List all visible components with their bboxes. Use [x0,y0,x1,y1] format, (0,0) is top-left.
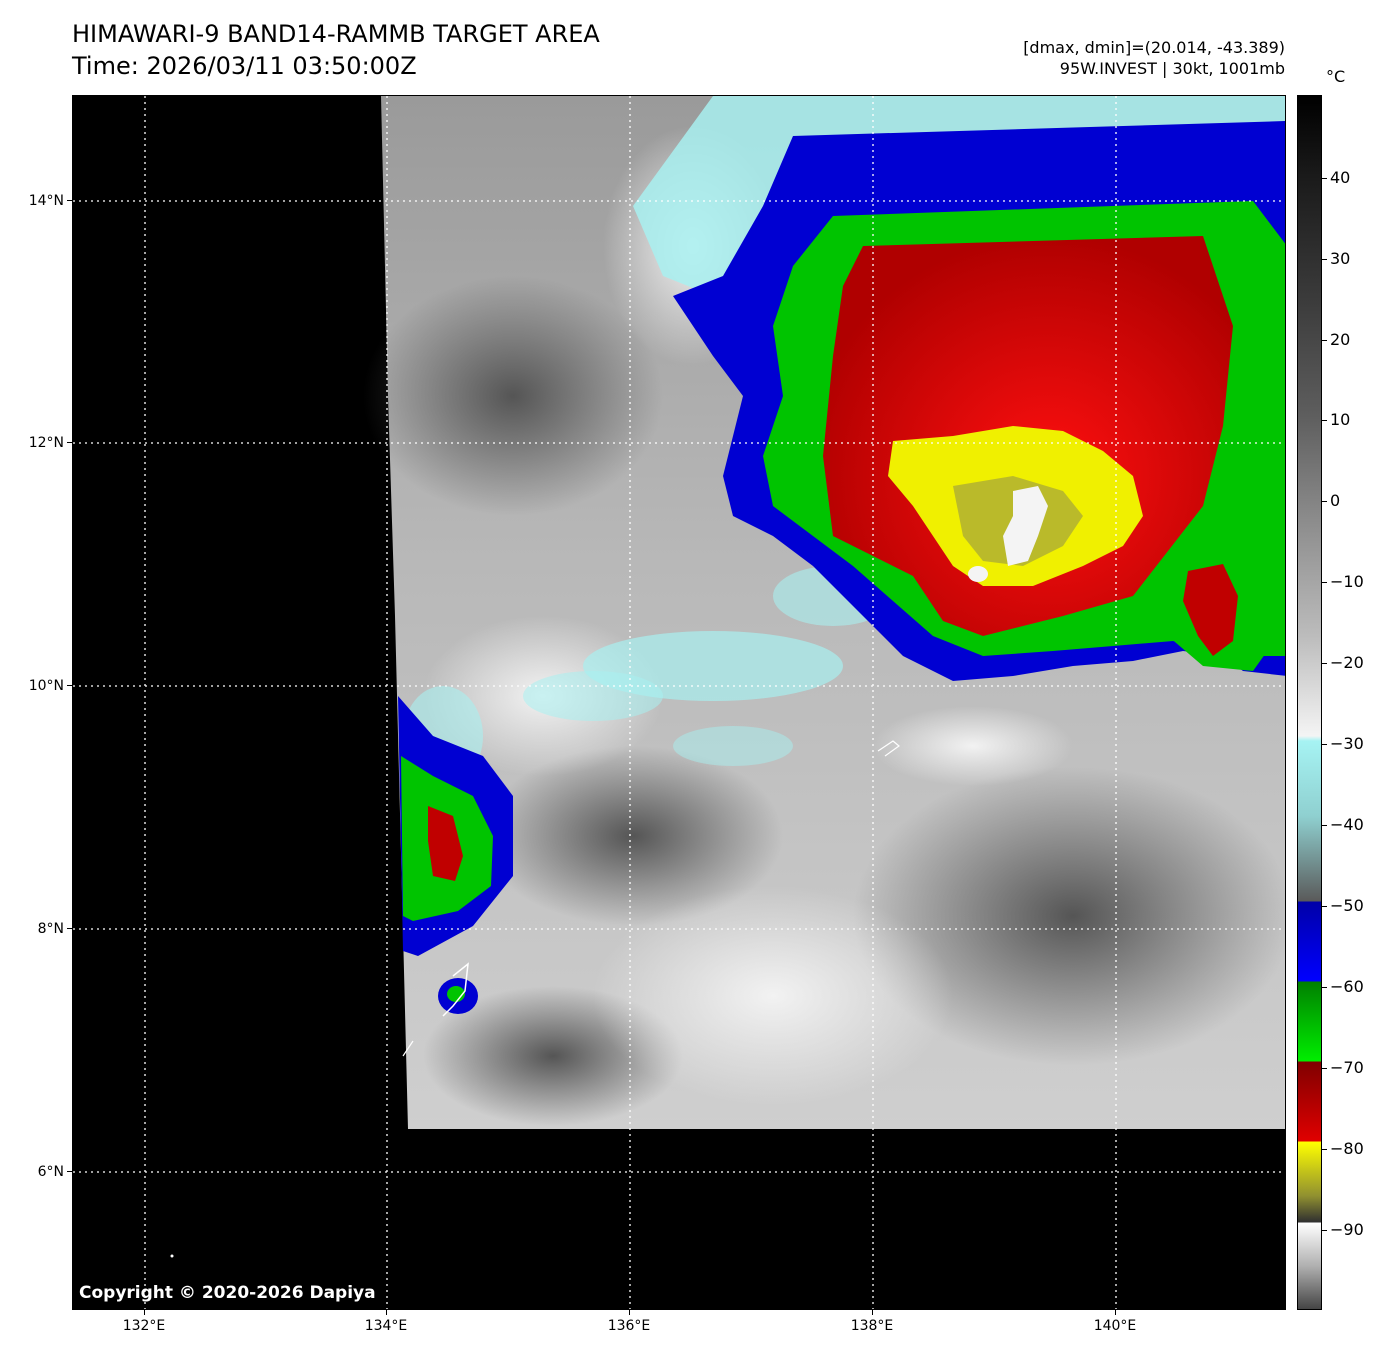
colorbar-label-minus50: −50 [1330,896,1364,915]
colorbar-label-minus40: −40 [1330,815,1364,834]
lon-tick-136e: 136°E [607,1318,651,1334]
lon-tick-132e: 132°E [122,1318,166,1334]
lat-tick-8n: 8°N [37,921,64,937]
copyright-text: Copyright © 2020-2026 Dapiya [79,1283,376,1303]
colorbar-label-20: 20 [1330,330,1351,349]
colorbar-label-minus90: −90 [1330,1220,1364,1239]
colorbar-label-minus70: −70 [1330,1058,1364,1077]
colorbar-label-40: 40 [1330,168,1351,187]
colorbar-label-minus80: −80 [1330,1139,1364,1158]
lon-tick-138e: 138°E [850,1318,894,1334]
lat-tick-6n: 6°N [37,1164,64,1180]
lat-tick-14n: 14°N [28,193,64,209]
colorbar-label-minus30: −30 [1330,734,1364,753]
colorbar-unit: °C [1326,67,1346,86]
graticule [73,96,1285,1309]
title-line-1: HIMAWARI-9 BAND14-RAMMB TARGET AREA [72,20,600,48]
satellite-map: Copyright © 2020-2026 Dapiya [72,95,1286,1310]
lat-tick-12n: 12°N [28,435,64,451]
satellite-imagery [73,96,1285,1309]
data-range-text: [dmax, dmin]=(20.014, -43.389) [1023,38,1285,57]
colorbar-label-minus20: −20 [1330,653,1364,672]
colorbar-label-minus10: −10 [1330,572,1364,591]
colorbar-label-30: 30 [1330,249,1351,268]
lon-tick-140e: 140°E [1093,1318,1137,1334]
storm-info-text: 95W.INVEST | 30kt, 1001mb [1059,59,1285,78]
title-line-2: Time: 2026/03/11 03:50:00Z [72,52,417,80]
colorbar-label-10: 10 [1330,410,1351,429]
colorbar-label-minus60: −60 [1330,977,1364,996]
temperature-colorbar [1297,95,1322,1310]
colorbar-label-0: 0 [1330,491,1341,510]
lon-tick-134e: 134°E [364,1318,408,1334]
lat-tick-10n: 10°N [28,678,64,694]
